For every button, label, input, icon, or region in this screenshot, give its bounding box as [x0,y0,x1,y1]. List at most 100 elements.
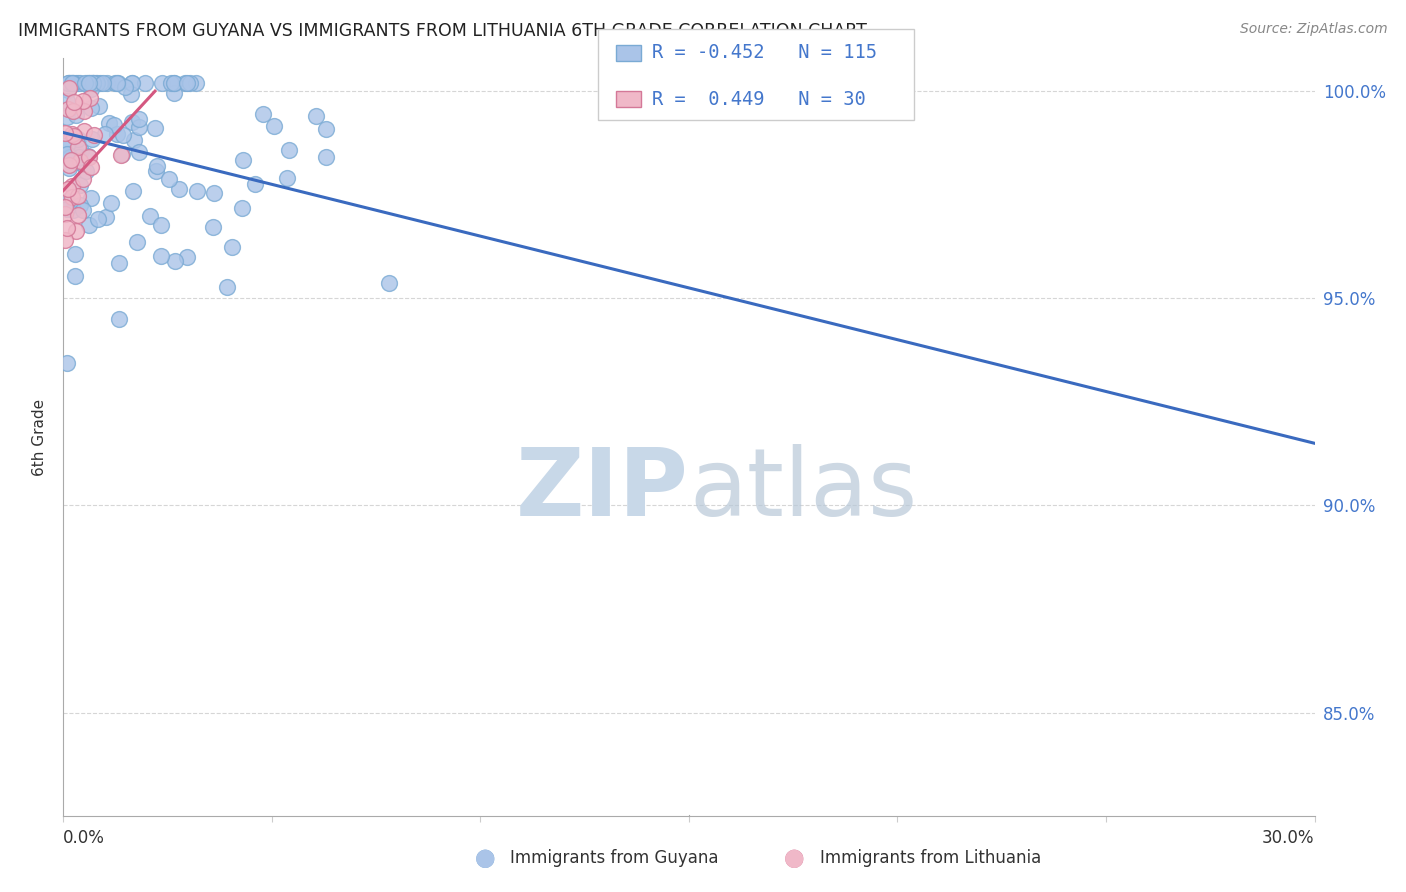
Point [128,120,150,134]
Point [77,218,100,232]
Point [186,184,208,198]
Point [73,124,96,138]
Point [72,94,94,108]
Point [121,76,143,90]
Point [72,202,94,217]
Point [107,127,129,141]
Point [58,76,80,90]
Point [56,111,79,125]
Point [77,76,100,90]
Point [53,201,76,215]
Point [82,76,104,90]
Point [65,108,87,122]
Point [58,161,80,176]
Point [100,195,122,210]
Point [79,191,101,205]
Point [58,80,80,95]
Point [202,186,225,200]
Point [56,146,79,161]
Point [121,115,143,129]
Point [122,184,145,198]
Point [62,202,84,217]
Point [60,190,83,204]
Point [72,172,94,186]
Point [145,120,167,135]
Text: Immigrants from Lithuania: Immigrants from Lithuania [820,849,1040,867]
Point [67,150,90,164]
Point [56,137,79,152]
Text: R =  0.449   N = 30: R = 0.449 N = 30 [652,89,866,109]
Point [315,121,337,136]
Point [157,171,180,186]
Point [70,144,93,158]
Point [58,157,80,171]
Point [243,178,266,192]
Point [125,235,148,249]
Point [124,133,146,147]
Point [77,150,100,164]
Point [278,143,301,157]
Point [60,128,83,142]
Point [59,150,82,164]
Text: Immigrants from Guyana: Immigrants from Guyana [510,849,718,867]
Point [91,76,114,90]
Point [252,107,274,121]
Point [56,94,79,108]
Point [80,132,103,146]
Point [56,220,79,235]
Point [107,255,129,269]
Point [134,76,156,90]
Point [165,253,187,268]
Point [167,182,190,196]
Point [80,161,103,175]
Point [59,76,82,90]
Point [56,202,79,216]
Point [111,128,134,142]
Point [377,276,399,290]
Point [53,126,76,140]
Point [65,145,87,159]
Point [76,76,98,90]
Point [107,76,129,90]
Point [82,76,104,90]
Point [94,210,117,224]
Point [150,249,173,263]
Point [87,99,110,113]
Point [111,147,134,161]
Point [120,87,142,101]
Point [56,102,79,116]
Point [150,76,173,90]
Point [56,356,79,370]
Point [184,76,207,90]
Point [232,153,254,167]
Point [231,201,253,215]
Point [58,182,80,196]
Point [69,153,91,168]
Text: atlas: atlas [689,444,917,536]
Point [163,76,186,90]
Point [62,103,84,118]
Point [65,76,87,90]
Point [201,220,224,235]
Point [58,76,80,90]
Text: 0.0%: 0.0% [63,829,105,847]
Point [73,103,96,118]
Point [67,76,90,90]
Point [67,140,90,154]
Point [86,76,108,90]
Point [58,76,80,90]
Point [276,171,298,186]
Text: R = -0.452   N = 115: R = -0.452 N = 115 [652,43,877,62]
Point [146,159,169,173]
Point [104,76,127,90]
Point [77,76,100,90]
Point [315,150,337,164]
Point [150,218,173,232]
Point [83,128,105,143]
Point [80,81,103,95]
Point [69,76,91,90]
Point [163,86,186,100]
Point [128,112,150,126]
Point [174,76,197,90]
Point [77,149,100,163]
